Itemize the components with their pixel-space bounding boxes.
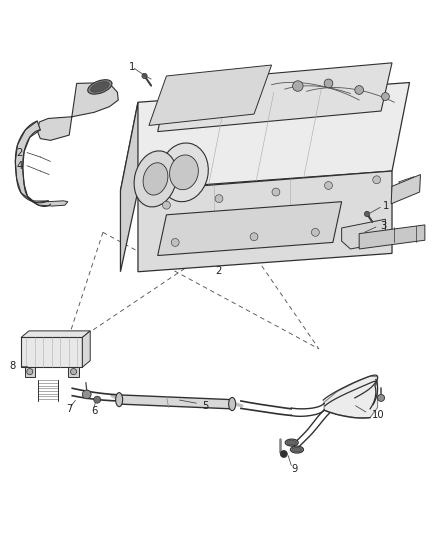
Text: 5: 5 <box>202 401 209 411</box>
Polygon shape <box>21 337 82 367</box>
Polygon shape <box>391 174 420 204</box>
Circle shape <box>142 74 147 78</box>
Circle shape <box>378 394 385 401</box>
Ellipse shape <box>91 82 109 92</box>
Polygon shape <box>37 83 118 140</box>
Ellipse shape <box>88 80 112 94</box>
Ellipse shape <box>134 151 177 207</box>
Polygon shape <box>15 121 50 205</box>
Polygon shape <box>120 83 410 191</box>
Text: 6: 6 <box>91 406 98 416</box>
Ellipse shape <box>116 393 123 407</box>
Circle shape <box>311 229 319 236</box>
Circle shape <box>171 238 179 246</box>
Circle shape <box>82 390 91 399</box>
Circle shape <box>325 182 332 189</box>
Ellipse shape <box>290 446 304 453</box>
Ellipse shape <box>285 439 298 446</box>
Polygon shape <box>324 376 378 418</box>
Text: 1: 1 <box>129 62 136 72</box>
Polygon shape <box>158 201 342 255</box>
Bar <box>25 367 35 377</box>
Text: 8: 8 <box>10 361 16 372</box>
Text: 10: 10 <box>371 409 384 419</box>
Polygon shape <box>21 331 90 337</box>
Ellipse shape <box>159 143 208 201</box>
Circle shape <box>94 396 101 403</box>
Circle shape <box>272 188 280 196</box>
Circle shape <box>71 368 77 375</box>
Circle shape <box>215 195 223 203</box>
Polygon shape <box>120 102 138 272</box>
Ellipse shape <box>143 163 168 195</box>
Text: 7: 7 <box>67 404 73 414</box>
Circle shape <box>293 81 303 91</box>
Circle shape <box>27 368 33 375</box>
Polygon shape <box>138 171 392 272</box>
Circle shape <box>250 233 258 241</box>
Polygon shape <box>158 63 392 132</box>
Ellipse shape <box>292 447 302 452</box>
Circle shape <box>355 86 364 94</box>
Circle shape <box>280 450 287 457</box>
Text: 3: 3 <box>380 221 386 231</box>
Polygon shape <box>82 331 90 367</box>
Polygon shape <box>342 219 385 249</box>
Bar <box>68 367 79 377</box>
Circle shape <box>162 201 170 209</box>
Text: 1: 1 <box>383 201 389 211</box>
Polygon shape <box>149 65 272 125</box>
Polygon shape <box>118 395 232 409</box>
Circle shape <box>364 211 370 216</box>
Circle shape <box>381 93 389 101</box>
Text: 9: 9 <box>291 464 298 474</box>
Polygon shape <box>33 201 68 206</box>
Text: 2: 2 <box>17 148 23 158</box>
Circle shape <box>364 223 372 231</box>
Ellipse shape <box>287 440 297 445</box>
Circle shape <box>373 176 381 184</box>
Ellipse shape <box>170 155 198 190</box>
Polygon shape <box>359 225 425 249</box>
Text: 2: 2 <box>215 266 222 276</box>
Circle shape <box>324 79 333 88</box>
Ellipse shape <box>229 398 236 410</box>
Text: 4: 4 <box>17 161 23 171</box>
